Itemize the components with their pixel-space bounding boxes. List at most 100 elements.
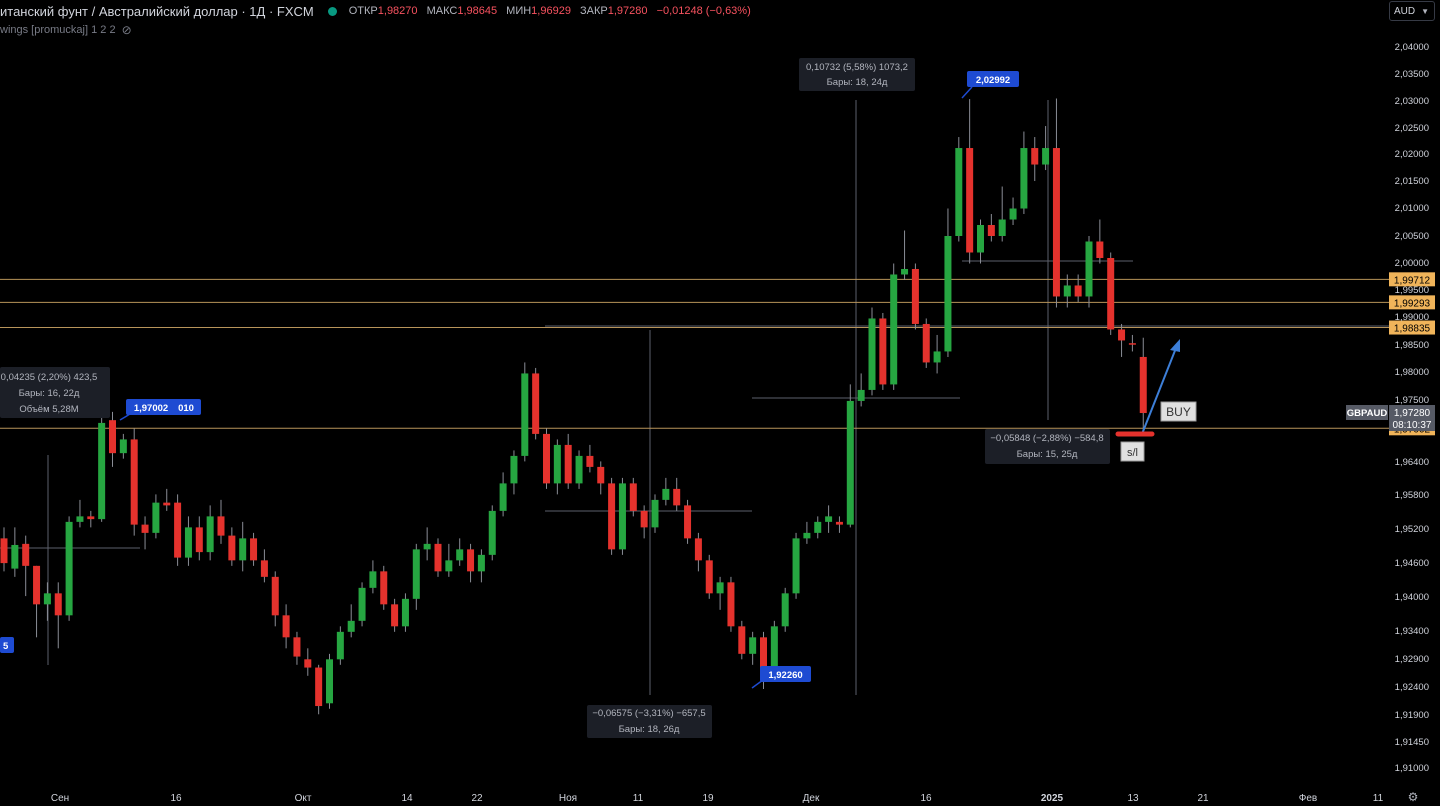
- sl-label-box[interactable]: [1120, 441, 1145, 462]
- time-tick: Ноя: [559, 793, 577, 804]
- candle-up: [770, 626, 778, 676]
- chevron-down-icon: ▼: [1421, 6, 1430, 16]
- time-tick: 19: [702, 793, 714, 804]
- sl-label: s/l: [1127, 447, 1138, 459]
- time-tick: Сен: [51, 793, 69, 804]
- candle-down: [532, 373, 540, 434]
- measurement-box-down-right[interactable]: −0,05848 (−2,88%) −584,8 Бары: 15, 25д: [985, 429, 1110, 464]
- time-tick: Дек: [803, 793, 820, 804]
- candle-down: [434, 543, 442, 572]
- price-tick: 1,98500: [1395, 340, 1429, 351]
- time-tick: 16: [170, 793, 182, 804]
- level-price-tag: [1389, 272, 1435, 287]
- candle-up: [651, 499, 659, 528]
- candle-up: [1009, 208, 1017, 220]
- candle-up: [119, 439, 127, 454]
- candle-down: [271, 576, 279, 616]
- level-price-text: 1,98835: [1394, 324, 1431, 335]
- candle-up: [814, 521, 822, 533]
- candle-down: [380, 571, 388, 605]
- candle-up: [749, 637, 757, 654]
- candle-up: [499, 483, 507, 511]
- buy-arrow[interactable]: [1141, 342, 1179, 435]
- measurement-box-up[interactable]: 0,10732 (5,58%) 1073,2 Бары: 18, 24д: [799, 58, 915, 91]
- chart-header: итанский фунт / Австралийский доллар · 1…: [0, 2, 757, 20]
- candle-down: [109, 420, 116, 454]
- marker-1-97002[interactable]: 1,97002 010: [119, 399, 201, 421]
- price-tick: 1,99500: [1395, 285, 1429, 296]
- current-price-label: GBPAUD 1,97280 08:10:37: [1346, 405, 1435, 431]
- candle-up: [347, 620, 355, 632]
- ohlc-values: ОТКР1,98270 МАКС1,98645 МИН1,96929 ЗАКР1…: [349, 5, 757, 17]
- time-tick: 11: [1373, 793, 1384, 804]
- open-label: ОТКР: [348, 5, 378, 17]
- low-value: 1,96929: [531, 5, 571, 17]
- candle-up: [662, 488, 670, 500]
- candle-down: [1074, 285, 1082, 297]
- marker-1-92260[interactable]: 1,92260: [751, 666, 811, 689]
- buy-label-box[interactable]: [1160, 401, 1197, 422]
- candle-down: [174, 502, 182, 558]
- time-tick: 2025: [1041, 793, 1064, 804]
- candle-down: [694, 538, 702, 561]
- candle-up: [336, 631, 344, 660]
- gear-icon[interactable]: ⚙: [1407, 790, 1419, 804]
- candle-up: [358, 587, 366, 621]
- candle-down: [629, 483, 637, 511]
- candle-down: [1118, 329, 1126, 341]
- price-tick: 2,04000: [1395, 42, 1429, 53]
- marker-text: 010: [178, 403, 194, 414]
- price-tick: 1,95200: [1395, 524, 1429, 535]
- price-tick: 2,03500: [1395, 69, 1429, 80]
- candle-up: [326, 659, 333, 704]
- candle-down: [467, 549, 475, 572]
- measurement-box-left[interactable]: 0,04235 (2,20%) 423,5 Бары: 16, 22д Объё…: [0, 367, 110, 418]
- candle-down: [966, 148, 974, 253]
- horizontal-levels[interactable]: 1,99712 1,99293 1,98835 1,97002: [0, 272, 1435, 436]
- candle-down: [564, 444, 572, 484]
- marker-2-02992[interactable]: 2,02992: [961, 71, 1019, 99]
- candle-down: [760, 637, 767, 676]
- price-tick: 1,92900: [1395, 654, 1429, 665]
- time-tick: 14: [401, 793, 413, 804]
- change-value: −0,01248 (−0,63%): [656, 5, 751, 17]
- marker-left-edge[interactable]: 5: [0, 637, 14, 653]
- candle-up: [11, 544, 19, 569]
- time-axis[interactable]: Сен 16 Окт 14 22 Ноя 11 19 Дек 16 2025 13 21 Фев 11: [51, 793, 1384, 804]
- currency-selector[interactable]: AUD ▼: [1389, 1, 1435, 21]
- candle-up: [944, 235, 952, 352]
- time-tick: 13: [1127, 793, 1139, 804]
- candle-up: [890, 274, 898, 385]
- price-tick: 2,02500: [1395, 123, 1429, 134]
- price-tick: 2,01000: [1395, 203, 1429, 214]
- time-tick: Фев: [1299, 793, 1317, 804]
- candle-up: [445, 560, 453, 572]
- marker-text: 1,92260: [768, 670, 802, 681]
- candle-up: [901, 268, 909, 275]
- symbol-title[interactable]: итанский фунт / Австралийский доллар · 1…: [0, 3, 314, 19]
- price-tick: 1,94000: [1395, 592, 1429, 603]
- candle-up: [412, 549, 420, 599]
- indicator-legend[interactable]: wings [promuckaj] 1 2 2 ⊘: [0, 23, 132, 37]
- indicator-params: 1 2 2: [91, 24, 116, 36]
- measure-text: Бары: 16, 22д: [19, 388, 80, 399]
- high-value: 1,98645: [457, 5, 498, 17]
- candle-down: [684, 505, 692, 539]
- candle-up: [488, 510, 496, 555]
- marker-text: 1,97002: [134, 403, 168, 414]
- candle-up: [825, 516, 833, 522]
- candle-up: [521, 373, 529, 456]
- candle-up: [98, 422, 106, 520]
- measurement-box-down-mid[interactable]: −0,06575 (−3,31%) −657,5 Бары: 18, 26д: [587, 705, 712, 738]
- candle-up: [575, 455, 583, 484]
- eye-off-icon[interactable]: ⊘: [121, 23, 132, 37]
- measure-text: Бары: 15, 25д: [1017, 449, 1078, 460]
- candle-down: [163, 502, 171, 506]
- measure-lines: [0, 100, 1389, 695]
- candle-up: [184, 527, 192, 558]
- candle-up: [1063, 285, 1071, 297]
- candle-down: [640, 510, 648, 528]
- candle-down: [879, 318, 887, 385]
- candle-down: [304, 659, 312, 668]
